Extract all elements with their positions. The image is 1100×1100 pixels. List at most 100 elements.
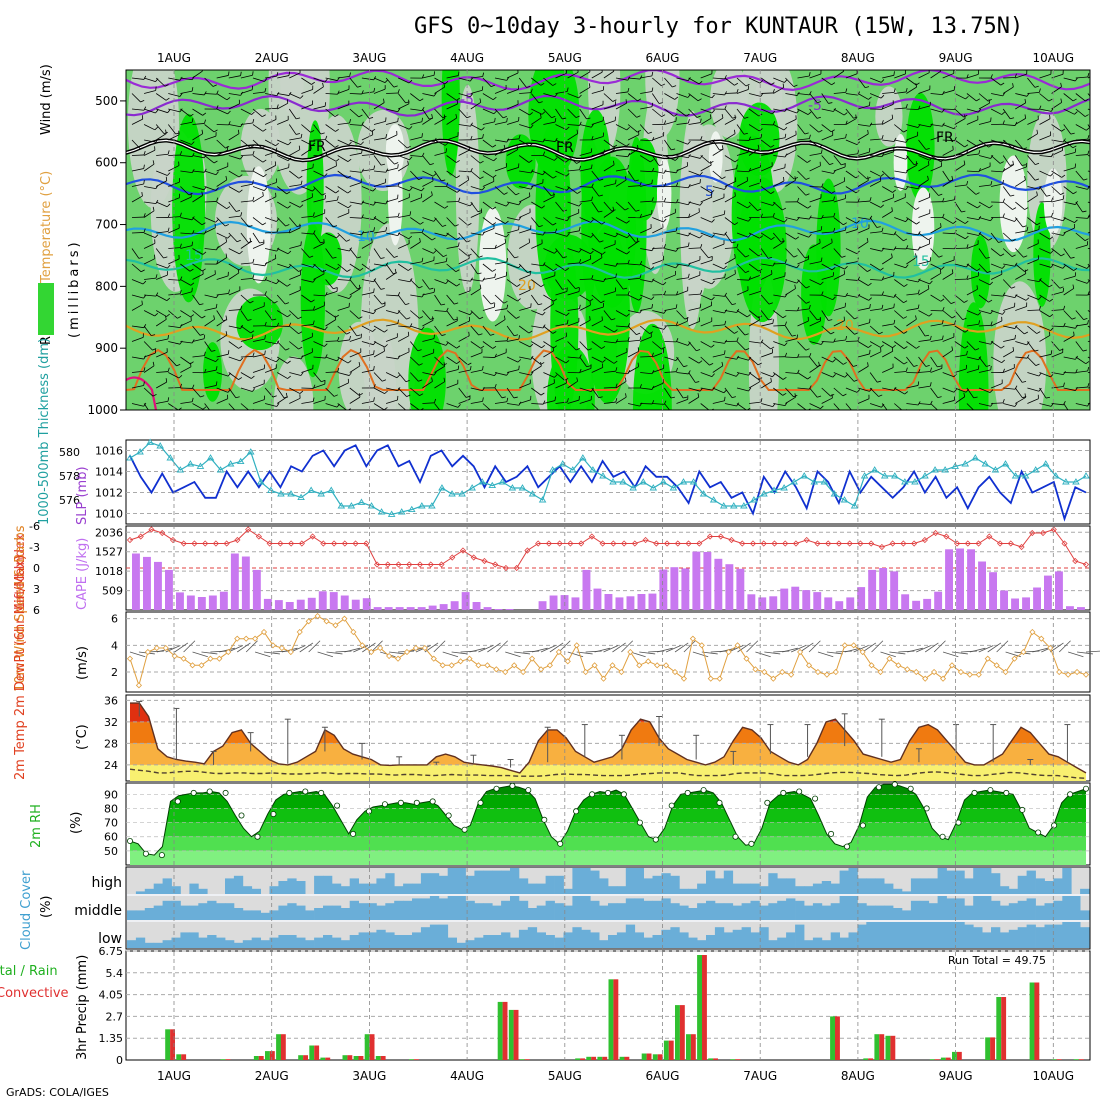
wind-barb [821,231,834,234]
wind-barb-feather [143,75,147,80]
wind-barb [192,186,205,191]
cloud-bar [723,870,734,894]
precip-convective-bar [613,979,619,1060]
wind-barb [773,310,784,319]
wind-barb [579,399,592,404]
wind-barb [265,403,277,407]
wind-barb-feather [940,298,945,302]
wind-barb-feather [1070,256,1075,259]
wind-barb [216,241,227,249]
rh-marker [620,791,627,798]
surface-barb [1068,651,1084,658]
thickness-marker [699,490,708,497]
cloud-bar [1017,927,1027,948]
precip-convective-bar [325,1057,331,1060]
li-marker [502,564,510,572]
wind-barb [882,323,895,327]
wind-barb [289,310,299,319]
wind-barb [736,180,748,187]
wind-barb [265,231,278,234]
wind-barb-feather [247,319,252,321]
wind-barb [833,306,846,311]
wind-barb-feather [1051,212,1054,217]
wind-barb-feather [1050,173,1054,177]
wind-barb-feather [1062,265,1066,269]
precip-total-bar [830,1016,835,1060]
wind-barb-feather [953,389,957,393]
wind-barb-feather [990,74,993,79]
wind-barb [640,139,653,142]
wind-barb-feather [458,197,461,202]
wind-barb-feather [591,123,594,128]
wind-barb [422,74,435,79]
wind-barb [579,387,592,393]
wind-barb-feather [928,237,932,241]
wind-barb-feather [248,225,253,228]
wind-barb-feather [627,164,629,169]
wind-barb-feather [576,129,579,134]
wind-barb-feather [492,222,497,226]
wind-barb [446,217,456,227]
wind-barb-feather [165,378,168,383]
wind-barb-feather [441,303,446,306]
wind-barb-feather [917,381,920,386]
thickness-marker [770,486,778,493]
wind-barb [180,186,190,196]
cloud-bar [135,937,146,948]
wind-barb-feather [721,114,724,119]
cloud-bar [180,905,190,920]
cloud-bar [394,900,404,920]
wind-barb-feather [966,275,969,280]
wind-barb-feather [177,316,182,319]
cloud-bar [946,922,956,948]
wind-barb [289,201,301,208]
wind-barb [821,325,831,335]
wind-barb [615,102,627,110]
wind-barb [615,396,627,404]
wind-barb [143,77,156,83]
wind-barb-feather [734,253,736,259]
wind-barb-feather [951,175,954,180]
wind-barb-feather [615,398,618,403]
wind-barb [1051,403,1064,406]
wind-barb [821,387,831,397]
wind-barb-feather [189,113,194,117]
thickness-marker [337,502,346,509]
wind-barb [398,325,411,328]
wind-barb [603,277,616,280]
wind-barb-feather [337,196,339,201]
wind-barb [615,155,628,158]
wind-barb-feather [358,316,363,319]
wind-barb [652,170,665,174]
wind-barb [301,294,312,303]
wind-barb [349,248,358,259]
wind-barb-feather [529,343,534,348]
wind-barb-feather [492,206,497,210]
wind-barb-feather [797,197,800,202]
wind-barb [748,201,758,211]
wind-barb [1002,201,1013,210]
wind-barb [773,325,786,327]
li-marker [1082,561,1090,568]
wind-barb [773,87,784,94]
thickness-marker [1052,472,1060,479]
wind-barb [482,181,494,187]
wind-barb [797,294,807,304]
wind-barb-feather [928,313,933,317]
wind-barb [216,257,228,265]
wind-barb [676,372,689,375]
wind-barb [168,310,178,319]
wind-barb [519,139,530,147]
wind-barb-feather [891,253,893,258]
thickness-marker [538,496,547,503]
isotherm-line [126,173,1090,196]
wind-barb-feather [1060,98,1063,103]
isotherm-lines [126,70,1090,410]
wind-barb-feather [432,173,437,177]
wind-barb [736,89,749,94]
wind-barb [579,186,592,188]
wind-barb [397,372,407,382]
wind-barb [676,398,688,404]
wind-barb-feather [929,280,933,285]
wind-barb [724,92,737,94]
